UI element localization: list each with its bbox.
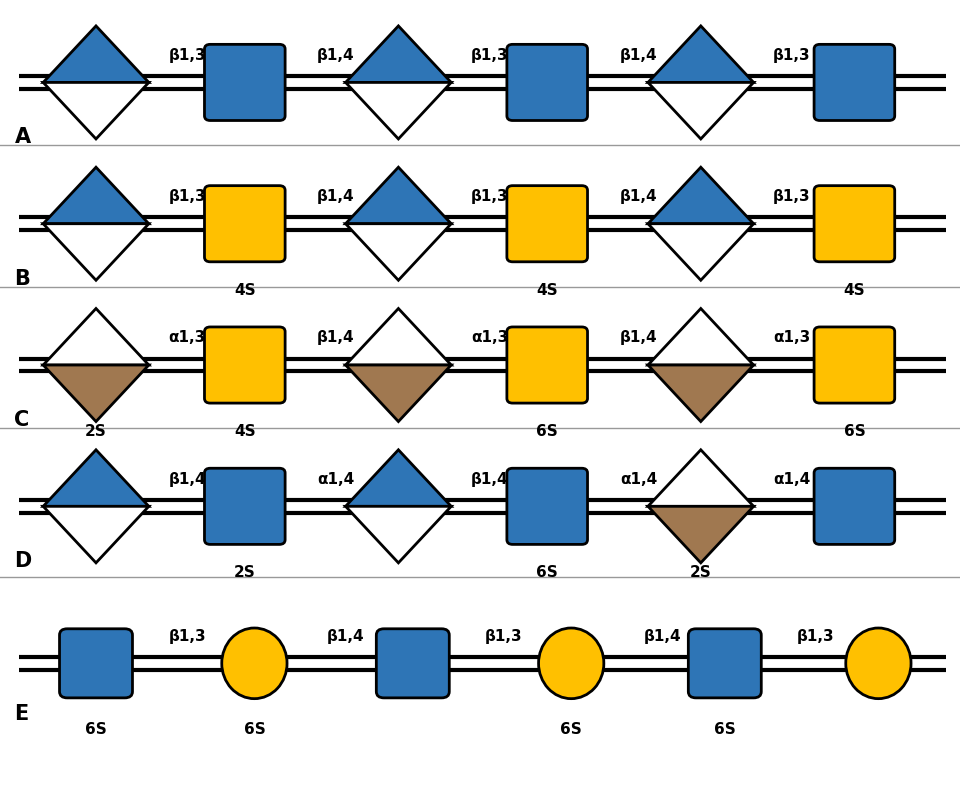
Text: α1,3: α1,3	[471, 330, 508, 345]
Polygon shape	[346, 365, 451, 422]
Text: 4S: 4S	[537, 283, 558, 298]
Polygon shape	[648, 506, 754, 563]
Text: β1,4: β1,4	[643, 629, 682, 644]
Polygon shape	[43, 167, 149, 224]
FancyBboxPatch shape	[507, 44, 588, 120]
FancyBboxPatch shape	[688, 629, 761, 698]
Text: α1,4: α1,4	[620, 472, 657, 487]
Text: 6S: 6S	[244, 722, 265, 737]
Text: β1,4: β1,4	[326, 629, 365, 644]
Polygon shape	[43, 309, 149, 365]
FancyBboxPatch shape	[60, 629, 132, 698]
Text: 4S: 4S	[234, 424, 255, 439]
Text: 6S: 6S	[537, 424, 558, 439]
Polygon shape	[346, 450, 451, 506]
Text: 6S: 6S	[714, 722, 735, 737]
Text: D: D	[14, 551, 32, 571]
Text: α1,3: α1,3	[169, 330, 205, 345]
Text: β1,4: β1,4	[470, 472, 509, 487]
Polygon shape	[43, 26, 149, 82]
Text: β1,3: β1,3	[797, 629, 835, 644]
Text: 2S: 2S	[690, 565, 711, 580]
Polygon shape	[43, 224, 149, 280]
Polygon shape	[648, 309, 754, 365]
Text: β1,4: β1,4	[317, 48, 355, 63]
FancyBboxPatch shape	[204, 327, 285, 403]
Polygon shape	[346, 167, 451, 224]
FancyBboxPatch shape	[814, 44, 895, 120]
Text: α1,3: α1,3	[774, 330, 810, 345]
Text: β1,3: β1,3	[168, 629, 206, 644]
Polygon shape	[346, 82, 451, 139]
Polygon shape	[346, 26, 451, 82]
Text: β1,4: β1,4	[619, 330, 658, 345]
Polygon shape	[648, 450, 754, 506]
Polygon shape	[648, 224, 754, 280]
Polygon shape	[43, 365, 149, 422]
FancyBboxPatch shape	[507, 327, 588, 403]
Ellipse shape	[846, 628, 911, 699]
Polygon shape	[648, 82, 754, 139]
FancyBboxPatch shape	[814, 327, 895, 403]
Polygon shape	[43, 506, 149, 563]
FancyBboxPatch shape	[507, 186, 588, 262]
Text: β1,3: β1,3	[470, 48, 509, 63]
Text: β1,4: β1,4	[317, 330, 355, 345]
FancyBboxPatch shape	[376, 629, 449, 698]
Ellipse shape	[539, 628, 604, 699]
FancyBboxPatch shape	[204, 186, 285, 262]
Polygon shape	[648, 167, 754, 224]
Text: 6S: 6S	[561, 722, 582, 737]
Text: β1,3: β1,3	[773, 48, 811, 63]
Text: 4S: 4S	[234, 283, 255, 298]
Text: α1,4: α1,4	[318, 472, 354, 487]
Polygon shape	[346, 224, 451, 280]
Polygon shape	[346, 309, 451, 365]
FancyBboxPatch shape	[814, 468, 895, 545]
Text: β1,3: β1,3	[485, 629, 523, 644]
Text: C: C	[14, 410, 30, 430]
Text: 6S: 6S	[85, 722, 107, 737]
Text: 6S: 6S	[844, 424, 865, 439]
Text: 2S: 2S	[234, 565, 255, 580]
Text: β1,3: β1,3	[168, 48, 206, 63]
Text: β1,4: β1,4	[317, 189, 355, 204]
Text: β1,4: β1,4	[619, 48, 658, 63]
Polygon shape	[346, 506, 451, 563]
Text: β1,3: β1,3	[470, 189, 509, 204]
FancyBboxPatch shape	[204, 468, 285, 545]
Text: 2S: 2S	[85, 424, 107, 439]
Text: A: A	[14, 127, 31, 148]
Text: β1,4: β1,4	[619, 189, 658, 204]
Ellipse shape	[222, 628, 287, 699]
FancyBboxPatch shape	[814, 186, 895, 262]
Polygon shape	[648, 26, 754, 82]
Text: 6S: 6S	[537, 565, 558, 580]
Text: 4S: 4S	[844, 283, 865, 298]
Polygon shape	[648, 365, 754, 422]
Text: β1,3: β1,3	[168, 189, 206, 204]
Text: B: B	[14, 268, 31, 289]
FancyBboxPatch shape	[507, 468, 588, 545]
Polygon shape	[43, 82, 149, 139]
Polygon shape	[43, 450, 149, 506]
Text: β1,3: β1,3	[773, 189, 811, 204]
Text: E: E	[14, 704, 29, 725]
Text: β1,4: β1,4	[168, 472, 206, 487]
Text: α1,4: α1,4	[774, 472, 810, 487]
FancyBboxPatch shape	[204, 44, 285, 120]
